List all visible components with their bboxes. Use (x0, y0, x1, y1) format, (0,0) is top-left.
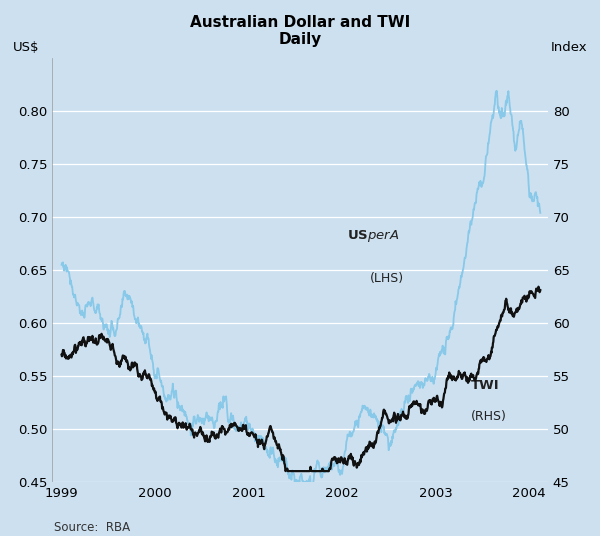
Title: Australian Dollar and TWI
Daily: Australian Dollar and TWI Daily (190, 15, 410, 47)
Text: US$ per A$: US$ per A$ (347, 227, 399, 243)
Text: US$: US$ (13, 41, 39, 54)
Text: (RHS): (RHS) (471, 410, 507, 423)
Text: Source:  RBA: Source: RBA (54, 520, 130, 534)
Text: TWI: TWI (471, 379, 500, 392)
Text: (LHS): (LHS) (370, 272, 404, 285)
Text: Index: Index (551, 41, 587, 54)
